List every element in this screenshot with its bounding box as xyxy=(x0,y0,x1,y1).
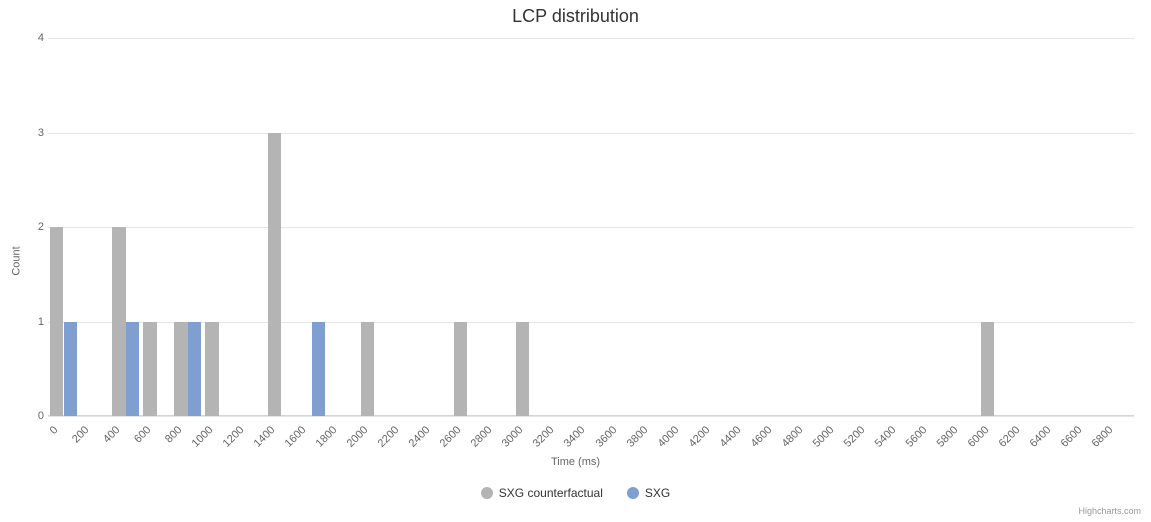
x-tick-label: 400 xyxy=(91,424,122,455)
x-tick-label: 5400 xyxy=(867,424,898,455)
x-tick-label: 600 xyxy=(122,424,153,455)
x-tick-label: 2400 xyxy=(402,424,433,455)
legend-item[interactable]: SXG counterfactual xyxy=(481,486,603,500)
chart-title: LCP distribution xyxy=(0,6,1151,27)
y-tick-label: 0 xyxy=(28,410,44,422)
x-tick-label: 4600 xyxy=(743,424,774,455)
bar[interactable] xyxy=(174,322,187,417)
x-tick-label: 2200 xyxy=(371,424,402,455)
x-tick-label: 2000 xyxy=(340,424,371,455)
legend-label: SXG xyxy=(645,486,670,500)
bar[interactable] xyxy=(268,133,281,417)
x-tick-label: 5200 xyxy=(836,424,867,455)
x-tick-label: 5800 xyxy=(929,424,960,455)
chart-container: LCP distribution Count 01234 02004006008… xyxy=(0,0,1151,522)
x-tick-label: 2800 xyxy=(464,424,495,455)
y-tick-label: 2 xyxy=(28,221,44,233)
plot-area xyxy=(48,38,1134,416)
y-tick-label: 4 xyxy=(28,32,44,44)
x-tick-label: 1000 xyxy=(185,424,216,455)
bar[interactable] xyxy=(981,322,994,417)
x-tick-label: 3600 xyxy=(588,424,619,455)
bar[interactable] xyxy=(112,227,125,416)
bar[interactable] xyxy=(143,322,156,417)
x-tick-label: 0 xyxy=(29,424,60,455)
x-tick-label: 1400 xyxy=(247,424,278,455)
x-tick-label: 5600 xyxy=(898,424,929,455)
gridline xyxy=(48,38,1134,39)
x-tick-label: 200 xyxy=(60,424,91,455)
bar[interactable] xyxy=(516,322,529,417)
x-tick-label: 2600 xyxy=(433,424,464,455)
x-tick-label: 4000 xyxy=(650,424,681,455)
y-tick-label: 3 xyxy=(28,127,44,139)
bar[interactable] xyxy=(50,227,63,416)
bar[interactable] xyxy=(64,322,77,417)
bar[interactable] xyxy=(312,322,325,417)
gridline xyxy=(48,133,1134,134)
x-tick-label: 4400 xyxy=(712,424,743,455)
x-tick-label: 3800 xyxy=(619,424,650,455)
gridline xyxy=(48,416,1134,417)
bar[interactable] xyxy=(188,322,201,417)
legend: SXG counterfactual SXG xyxy=(0,486,1151,500)
credits-link[interactable]: Highcharts.com xyxy=(1078,506,1141,516)
x-tick-label: 1800 xyxy=(309,424,340,455)
x-tick-label: 6000 xyxy=(960,424,991,455)
gridline xyxy=(48,227,1134,228)
y-tick-label: 1 xyxy=(28,316,44,328)
x-tick-label: 6200 xyxy=(991,424,1022,455)
x-tick-label: 800 xyxy=(153,424,184,455)
x-tick-label: 6600 xyxy=(1053,424,1084,455)
bar[interactable] xyxy=(126,322,139,417)
bar[interactable] xyxy=(454,322,467,417)
x-tick-label: 3000 xyxy=(495,424,526,455)
legend-label: SXG counterfactual xyxy=(499,486,603,500)
x-tick-label: 3400 xyxy=(557,424,588,455)
y-axis-title: Count xyxy=(11,246,23,275)
x-tick-label: 1600 xyxy=(278,424,309,455)
x-tick-label: 4800 xyxy=(774,424,805,455)
x-tick-label: 4200 xyxy=(681,424,712,455)
legend-swatch xyxy=(481,487,493,499)
x-axis-labels: 0200400600800100012001400160018002000220… xyxy=(48,418,1134,454)
legend-swatch xyxy=(627,487,639,499)
x-tick-label: 5000 xyxy=(805,424,836,455)
x-tick-label: 6400 xyxy=(1022,424,1053,455)
x-tick-label: 3200 xyxy=(526,424,557,455)
legend-item[interactable]: SXG xyxy=(627,486,670,500)
x-axis-title: Time (ms) xyxy=(0,456,1151,468)
bar[interactable] xyxy=(361,322,374,417)
bar[interactable] xyxy=(205,322,218,417)
x-tick-label: 1200 xyxy=(216,424,247,455)
x-tick-label: 6800 xyxy=(1084,424,1115,455)
